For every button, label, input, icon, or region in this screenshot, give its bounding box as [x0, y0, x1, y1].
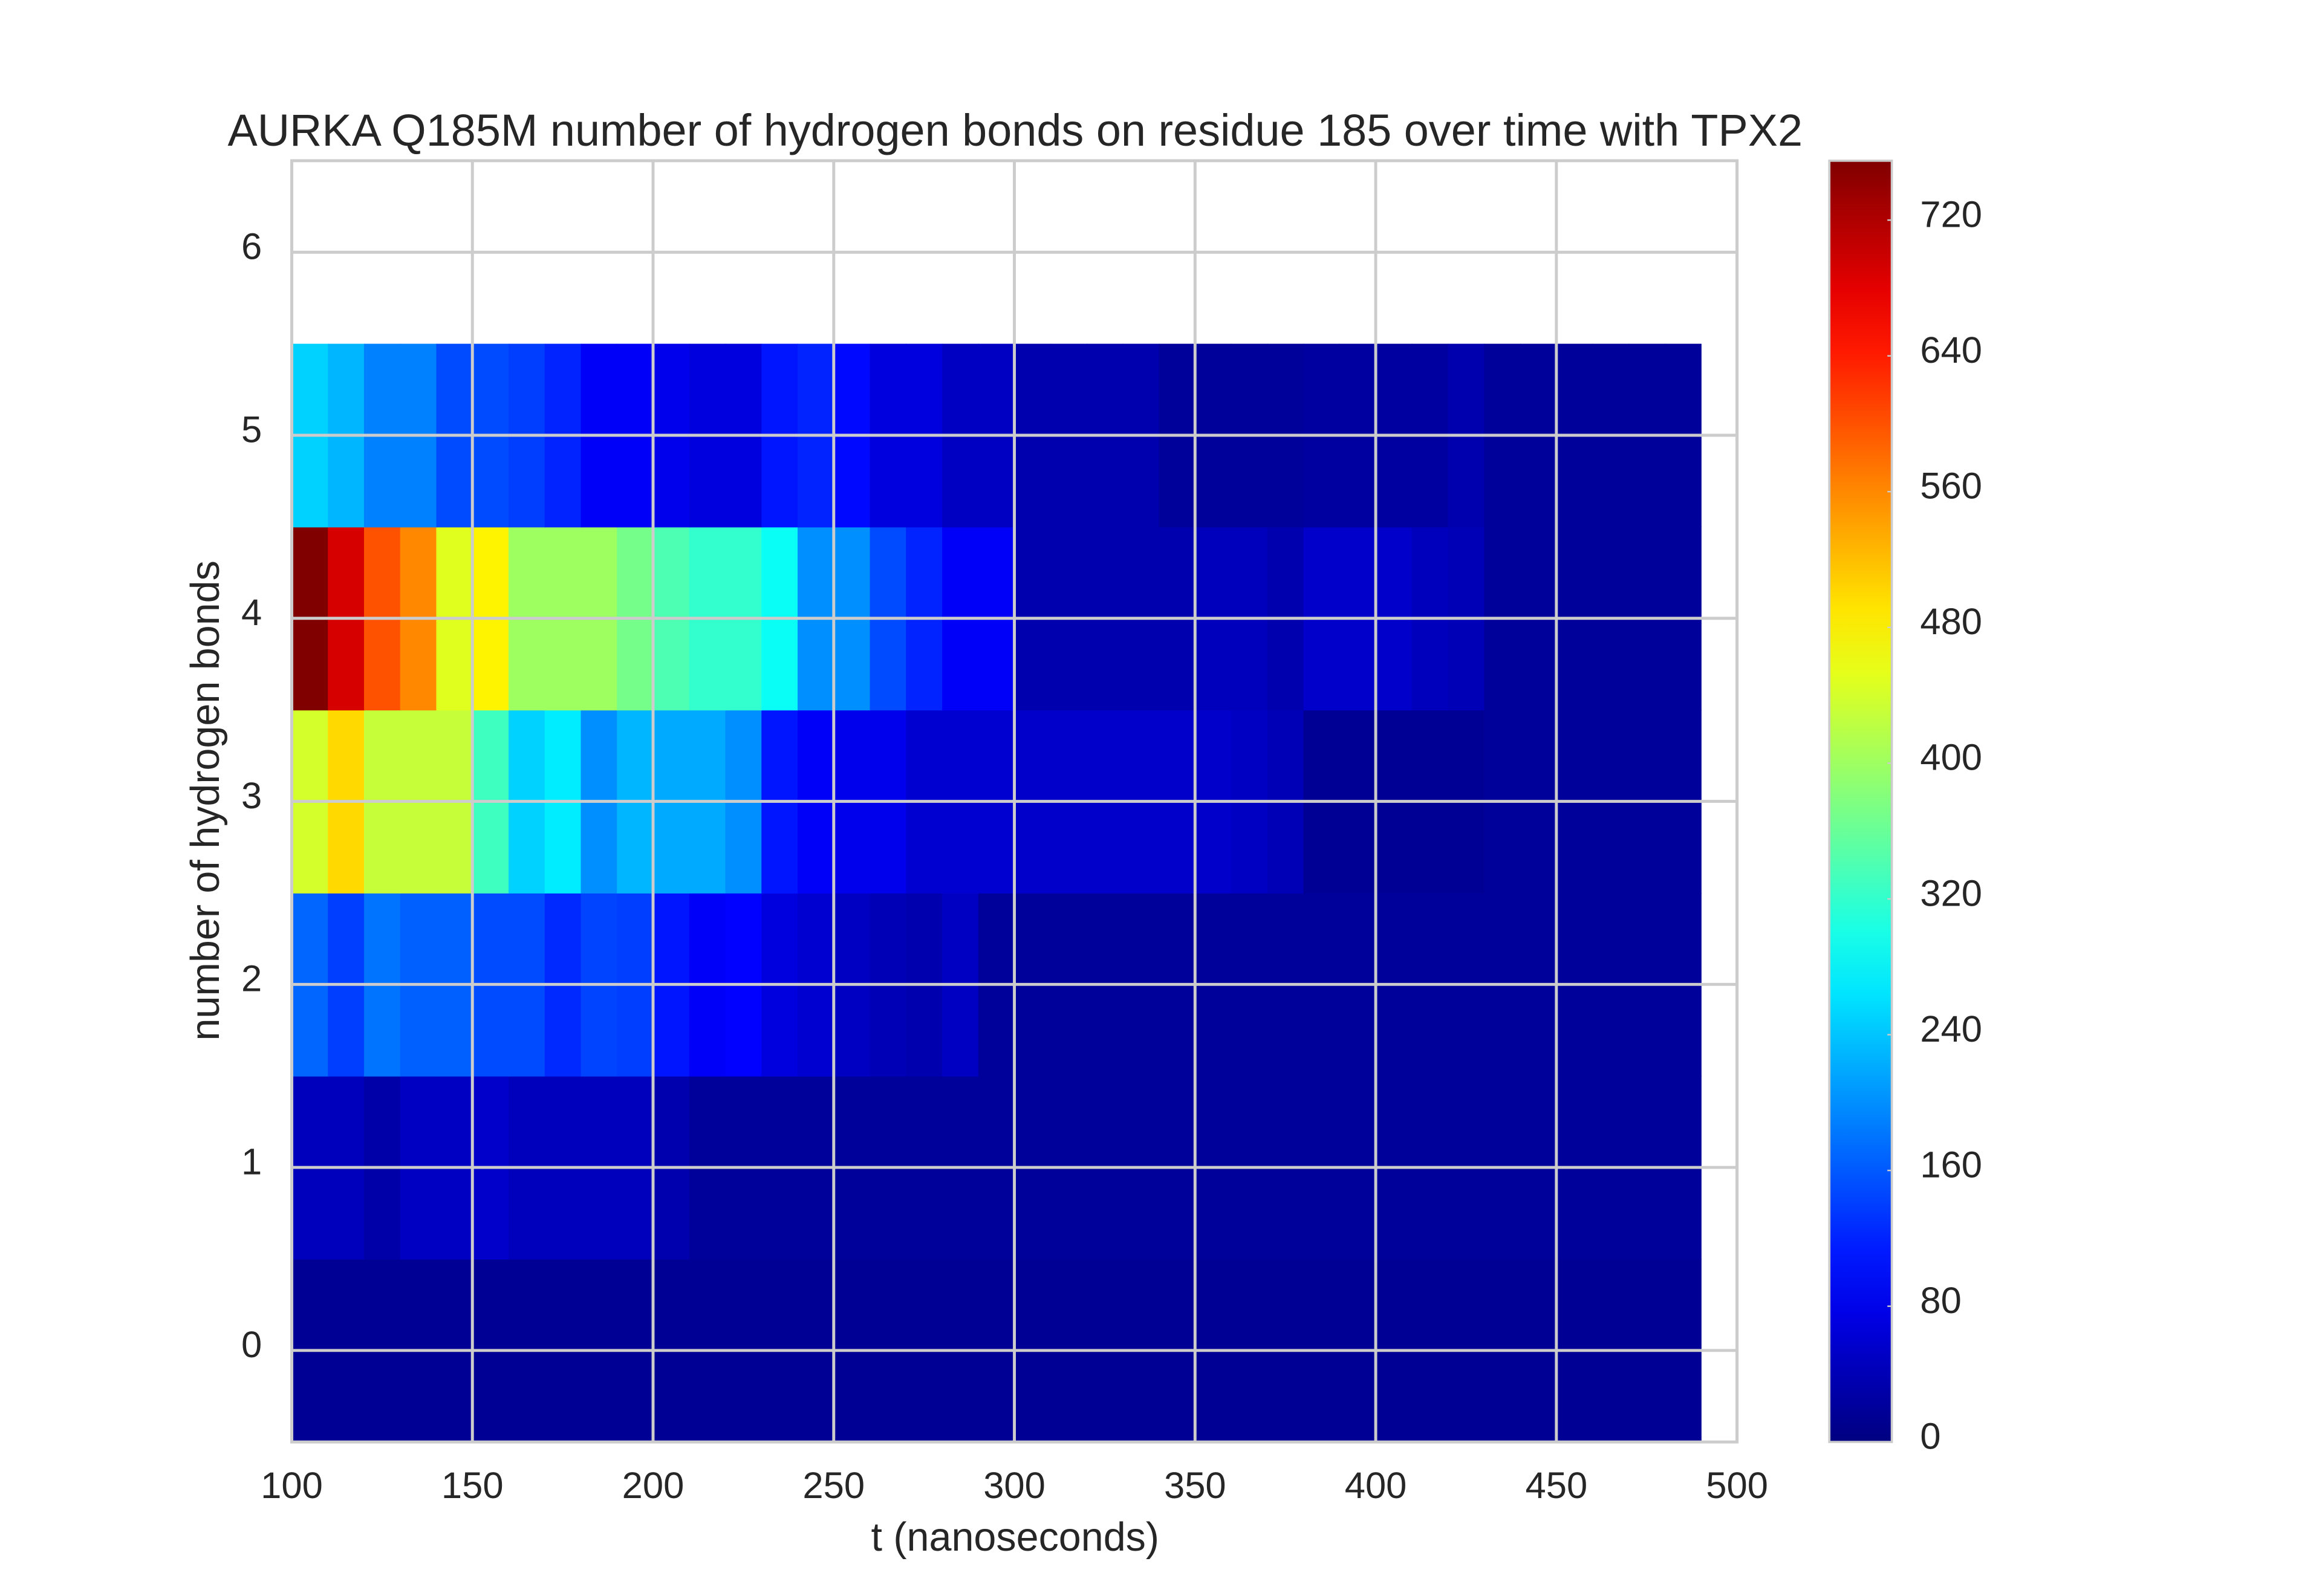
colorbar-tick-label: 160: [1920, 1144, 1982, 1186]
x-tick-label: 450: [1526, 1465, 1588, 1507]
y-tick-label: 2: [241, 958, 262, 1000]
y-tick-label: 0: [241, 1324, 262, 1366]
x-tick-label: 200: [622, 1465, 685, 1507]
x-tick-label: 300: [983, 1465, 1046, 1507]
colorbar: [1828, 160, 1893, 1444]
colorbar-tick-label: 480: [1920, 601, 1982, 643]
plot-frame: [290, 159, 1739, 1444]
x-axis-label: t (nanoseconds): [871, 1515, 1160, 1560]
x-tick-label: 150: [441, 1465, 504, 1507]
colorbar-tick-label: 640: [1920, 329, 1982, 371]
y-tick-label: 6: [241, 226, 262, 268]
colorbar-tick-label: 720: [1920, 193, 1982, 235]
colorbar-tick-label: 560: [1920, 465, 1982, 507]
colorbar-tick-label: 80: [1920, 1280, 1961, 1322]
x-tick-label: 350: [1164, 1465, 1226, 1507]
colorbar-tick-label: 320: [1920, 872, 1982, 914]
chart-title: AURKA Q185M number of hydrogen bonds on …: [227, 105, 1803, 155]
y-tick-label: 5: [241, 409, 262, 450]
y-tick-label: 1: [241, 1141, 262, 1182]
x-tick-label: 500: [1706, 1465, 1768, 1507]
y-tick-label: 4: [241, 592, 262, 634]
x-tick-label: 400: [1345, 1465, 1407, 1507]
colorbar-tick-label: 240: [1920, 1008, 1982, 1050]
x-tick-label: 100: [261, 1465, 323, 1507]
colorbar-tick-label: 0: [1920, 1416, 1940, 1458]
y-tick-label: 3: [241, 775, 262, 817]
x-tick-label: 250: [802, 1465, 865, 1507]
colorbar-tick-label: 400: [1920, 737, 1982, 779]
y-axis-label: number of hydrogen bonds: [183, 560, 228, 1040]
